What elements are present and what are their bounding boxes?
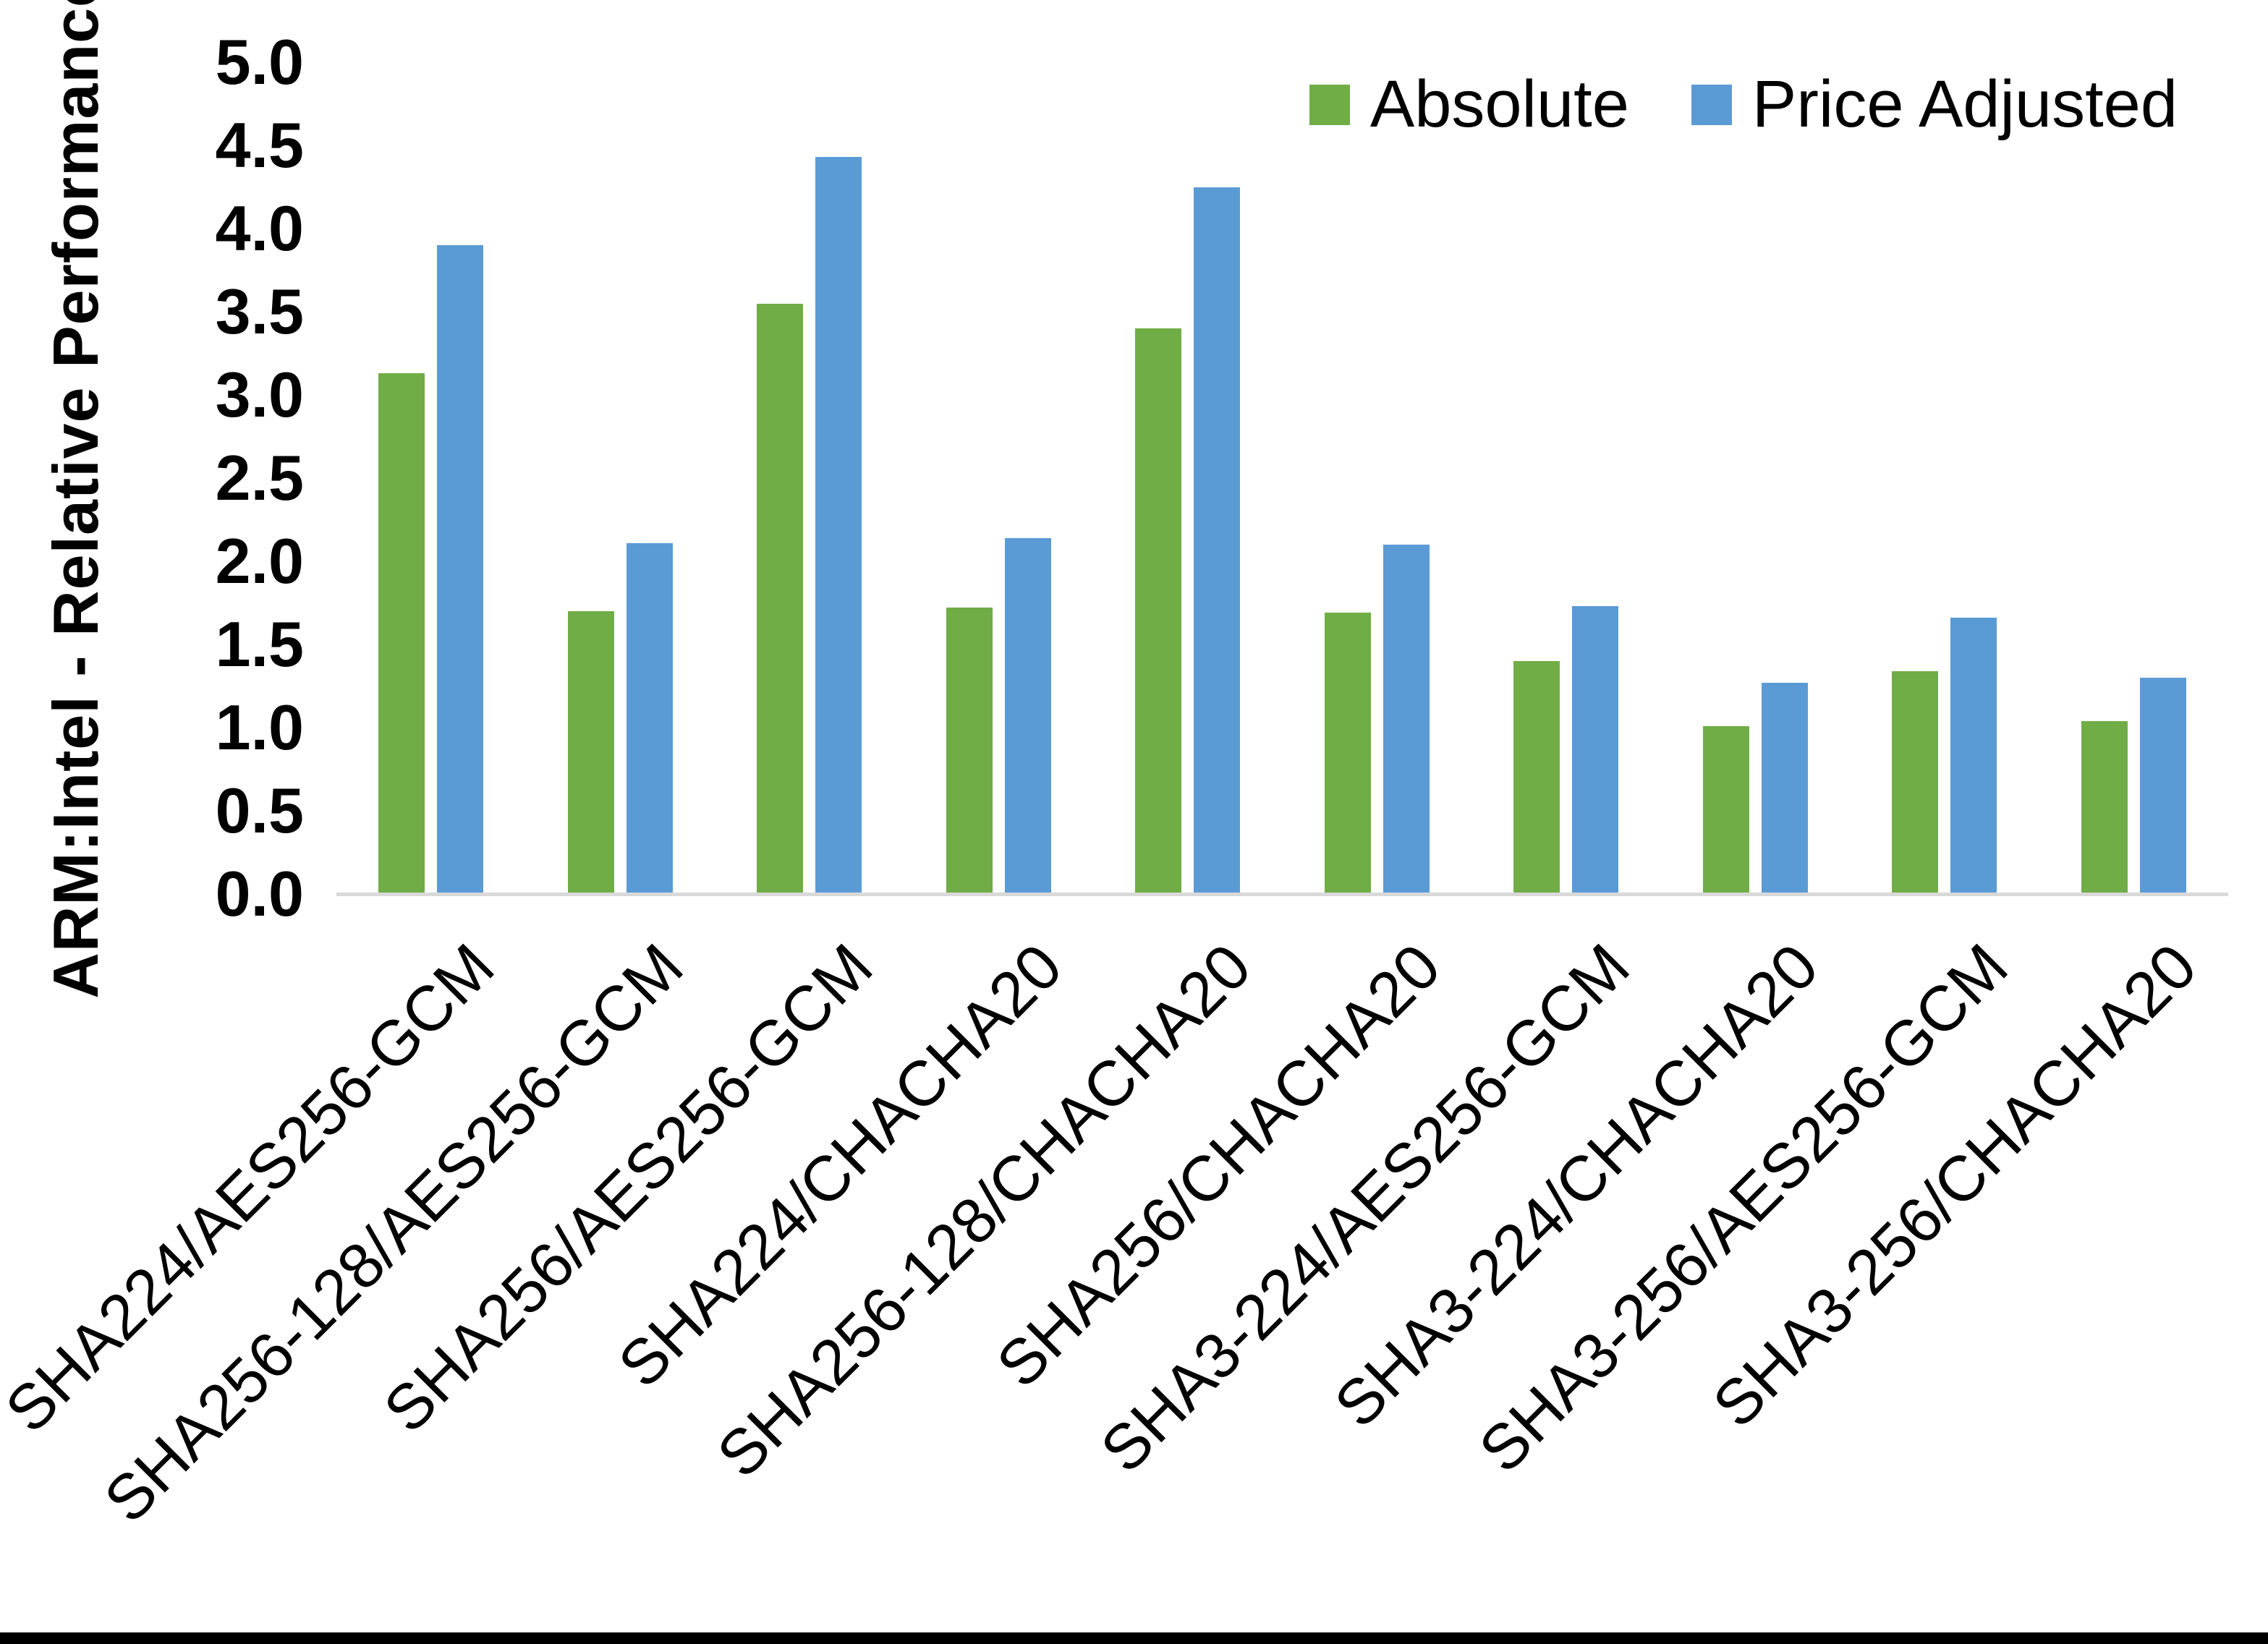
y-tick-label: 4.0 [215, 192, 304, 264]
bottom-border [0, 1632, 2268, 1644]
bar-price-adjusted [1004, 537, 1051, 894]
bar-price-adjusted [1761, 682, 1808, 894]
bar-absolute [1513, 661, 1560, 894]
legend-swatch-price-adjusted [1691, 84, 1732, 125]
bar-group [526, 62, 715, 894]
y-tick-label: 0.0 [215, 858, 304, 929]
bar-absolute [1324, 613, 1371, 894]
bar-absolute [946, 608, 993, 894]
y-tick-label: 3.5 [215, 276, 304, 347]
y-tick-label: 2.0 [215, 525, 304, 597]
bar-price-adjusted [1950, 618, 1997, 894]
bar-absolute [2081, 720, 2128, 894]
bar-absolute [1892, 670, 1939, 894]
bar-price-adjusted [815, 157, 862, 894]
y-tick-label: 5.0 [215, 26, 304, 98]
bar-group [1661, 62, 1851, 894]
bar-price-adjusted [1383, 545, 1430, 894]
bar-group [1471, 62, 1661, 894]
bar-price-adjusted [2139, 678, 2186, 894]
plot-area [336, 62, 2228, 896]
bar-price-adjusted [626, 542, 673, 894]
legend-item-price-adjusted: Price Adjusted [1691, 67, 2178, 142]
y-tick-label: 2.5 [215, 442, 304, 514]
legend-label-absolute: Absolute [1369, 67, 1629, 141]
x-axis-line [336, 893, 2228, 896]
bar-group [715, 62, 904, 894]
bar-group [1850, 62, 2039, 894]
bar-absolute [378, 373, 425, 894]
bar-group [336, 62, 526, 894]
legend-swatch-absolute [1309, 84, 1350, 125]
bar-group [1283, 62, 1472, 894]
bar-price-adjusted [437, 245, 484, 894]
bar-absolute [1702, 725, 1749, 894]
y-tick-label: 1.0 [215, 691, 304, 763]
legend-item-absolute: Absolute [1309, 67, 1629, 142]
bar-absolute [757, 303, 804, 894]
bar-group [2039, 62, 2229, 894]
bar-groups [336, 62, 2228, 894]
bar-absolute [567, 611, 614, 894]
bar-price-adjusted [1572, 606, 1619, 894]
y-tick-label: 3.0 [215, 359, 304, 430]
y-tick-label: 4.5 [215, 109, 304, 181]
bar-price-adjusted [1194, 187, 1241, 894]
legend: Absolute Price Adjusted [1309, 67, 2178, 142]
y-axis-ticks: 0.0 0.5 1.0 1.5 2.0 2.5 3.0 3.5 4.0 4.5 5.0 [0, 30, 304, 926]
bar-group [1093, 62, 1283, 894]
bar-group [904, 62, 1094, 894]
legend-label-price-adjusted: Price Adjusted [1751, 67, 2178, 141]
bar-absolute [1135, 328, 1182, 894]
y-tick-label: 1.5 [215, 608, 304, 680]
x-axis-labels: SHA224/AES256-GCM SHA256-128/AES256-GCM SH… [0, 930, 2228, 1598]
y-tick-label: 0.5 [215, 775, 304, 846]
